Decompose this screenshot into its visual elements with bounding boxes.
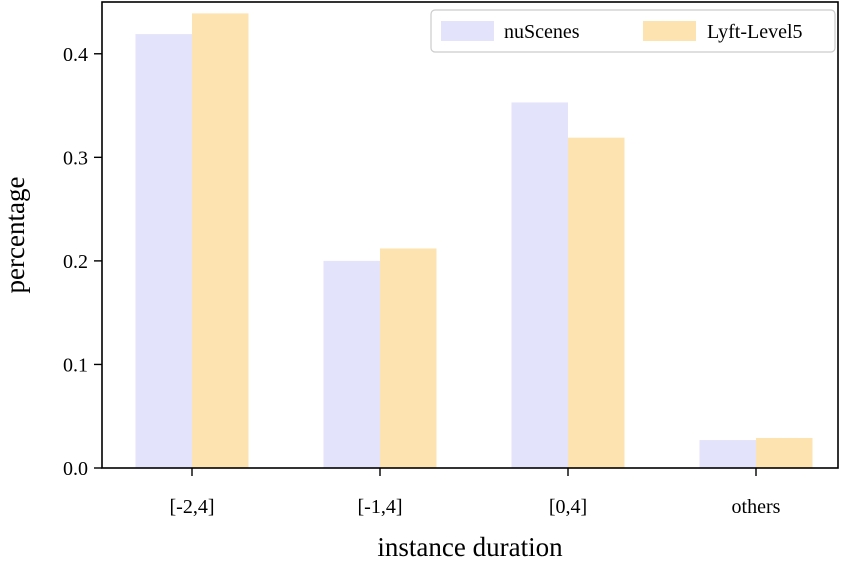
bar-nuscenes-3 — [699, 440, 756, 468]
bar-nuscenes-1 — [323, 260, 380, 468]
y-tick-label: 0.0 — [63, 458, 88, 480]
legend-label-nuscenes: nuScenes — [504, 21, 580, 43]
bar-lyft-level5-2 — [568, 137, 625, 468]
legend-label-lyft-level5: Lyft-Level5 — [707, 21, 803, 43]
y-tick-label: 0.4 — [63, 44, 88, 66]
y-tick-label: 0.1 — [63, 354, 88, 376]
y-axis-title: percentage — [0, 177, 30, 294]
bar-nuscenes-0 — [135, 34, 192, 468]
bar-nuscenes-2 — [511, 102, 568, 469]
legend-swatch-lyft-level5 — [643, 21, 696, 41]
legend-swatch-nuscenes — [441, 21, 494, 41]
plot-frame — [101, 1, 839, 469]
y-axis-ticks: 0.0 0.1 0.2 0.3 0.4 — [63, 44, 102, 480]
bar-lyft-level5-3 — [756, 437, 813, 468]
y-tick-label: 0.2 — [63, 251, 88, 273]
x-tick-label: [-1,4] — [358, 496, 403, 518]
bars-group — [135, 13, 813, 469]
legend: nuScenes Lyft-Level5 — [430, 9, 836, 53]
x-axis-ticks: [-2,4] [-1,4] [0,4] others — [170, 468, 781, 518]
legend-box — [430, 9, 836, 53]
bar-lyft-level5-1 — [380, 248, 437, 468]
bar-lyft-level5-0 — [192, 13, 249, 468]
x-tick-label: others — [732, 496, 781, 518]
x-axis-title: instance duration — [377, 532, 563, 562]
x-tick-label: [-2,4] — [170, 496, 215, 518]
y-tick-label: 0.3 — [63, 147, 88, 169]
x-tick-label: [0,4] — [549, 496, 587, 518]
